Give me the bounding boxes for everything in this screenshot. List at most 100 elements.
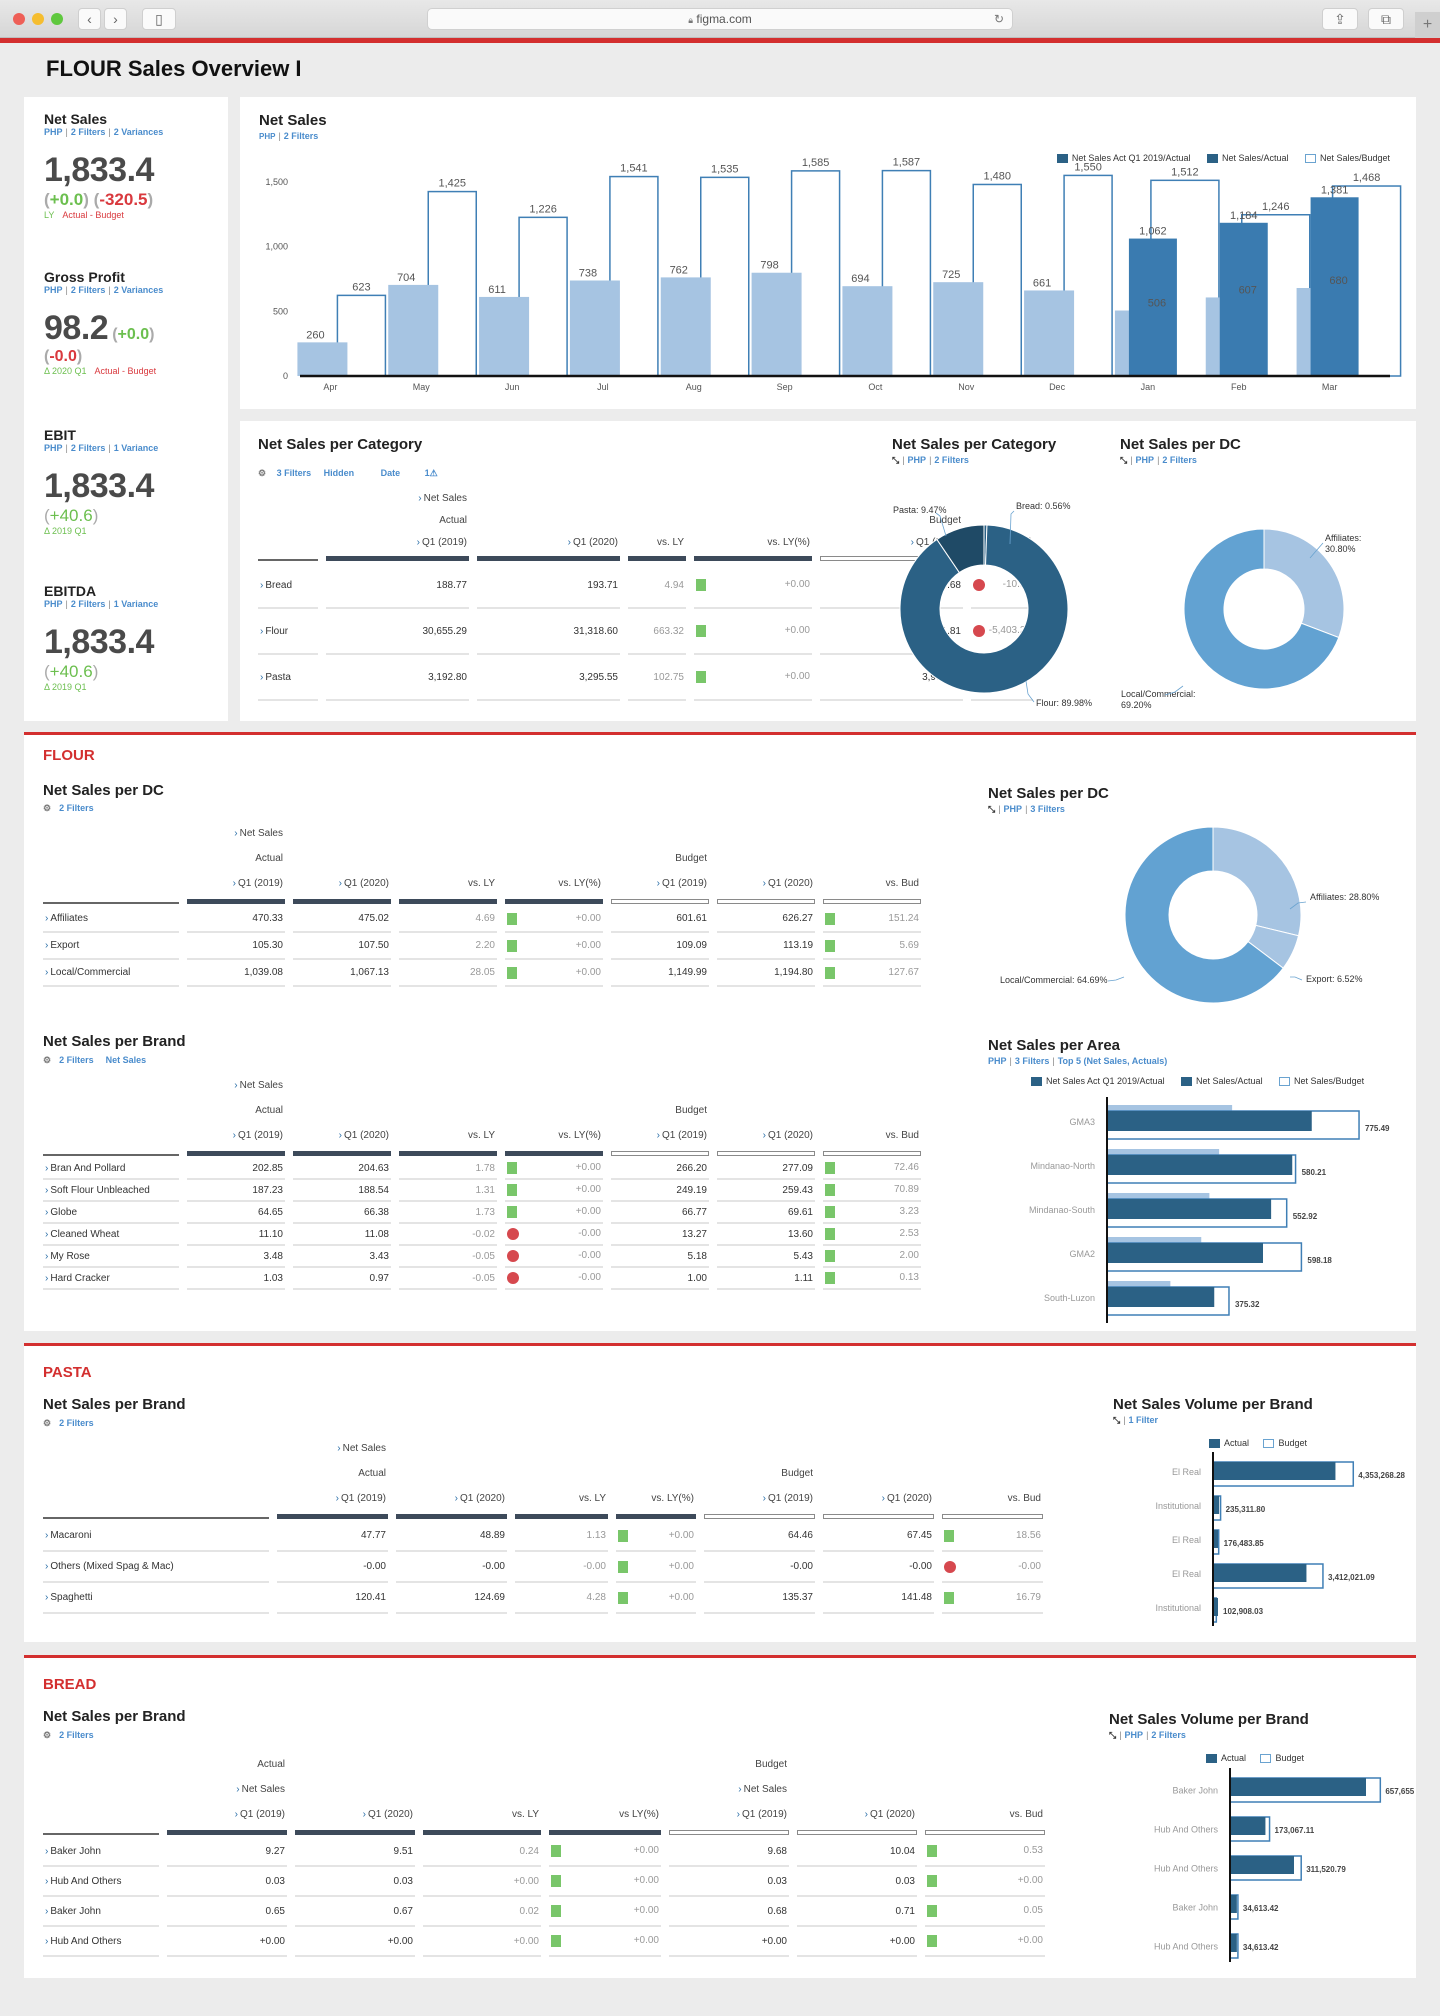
bar-actual[interactable] <box>1107 1111 1312 1131</box>
bar-actual[interactable] <box>1128 238 1177 376</box>
filters-link[interactable]: 2 Filters <box>59 1730 94 1740</box>
meta-link[interactable]: 2 Variances <box>113 285 164 295</box>
bar-actual[interactable] <box>1310 197 1359 376</box>
settings-icon[interactable]: ⚙ <box>43 1055 52 1065</box>
column-header[interactable]: ›Q1 (2020) <box>762 878 813 889</box>
column-header[interactable]: › Q1 (2019) <box>232 878 283 889</box>
meta-link[interactable]: 1 Variance <box>113 443 159 453</box>
table-row[interactable]: › Globe 64.65 66.38 1.73 +0.00 66.77 69.61 3.23 <box>43 1202 921 1224</box>
column-header[interactable]: ›Q1 (2020) <box>338 878 389 889</box>
bar-actual[interactable] <box>479 296 530 376</box>
minimize-window-button[interactable] <box>32 13 44 25</box>
bar-actual[interactable] <box>1107 1155 1293 1175</box>
measure-header[interactable]: › Net Sales <box>418 492 467 504</box>
filters-link[interactable]: 2 Filters <box>1151 1730 1186 1740</box>
maximize-window-button[interactable] <box>51 13 63 25</box>
filters-link[interactable]: 3 Filters <box>276 468 312 478</box>
forward-button[interactable]: › <box>104 8 127 30</box>
pie-slice-local-commercial[interactable] <box>1124 826 1284 1004</box>
address-bar[interactable]: 🔒︎ figma.com ↻ <box>427 8 1013 30</box>
settings-icon[interactable]: ⚙ <box>258 468 267 478</box>
filters-link[interactable]: 2 Filters <box>59 1055 94 1065</box>
pie-slice-pasta[interactable] <box>936 524 985 574</box>
topn-link[interactable]: Top 5 (Net Sales, Actuals) <box>1057 1056 1168 1066</box>
kpi-tile[interactable]: Gross Profit PHP | 2 Filters | 2 Variances 98.… <box>44 269 224 376</box>
measure-header[interactable]: › Net Sales <box>738 1784 787 1795</box>
bar-actual[interactable] <box>933 282 984 376</box>
filters-link[interactable]: 2 Filters <box>1162 455 1197 465</box>
bar-actual[interactable] <box>1219 222 1268 376</box>
back-button[interactable]: ‹ <box>78 8 101 30</box>
row-label[interactable]: › Local/Commercial <box>43 960 179 987</box>
kpi-tile[interactable]: Net Sales PHP | 2 Filters | 2 Variances 1,833.… <box>44 111 224 220</box>
date-link[interactable]: Date <box>380 468 401 478</box>
table-row[interactable]: › Cleaned Wheat 11.10 11.08 -0.02 -0.00 13.27 1… <box>43 1224 921 1246</box>
bar-actual[interactable] <box>1107 1287 1215 1307</box>
kpi-tile[interactable]: EBITDA PHP | 2 Filters | 1 Variance 1,833.4 (+4… <box>44 583 224 692</box>
bar-q1-2019[interactable] <box>1107 1281 1171 1287</box>
column-header[interactable]: › Q1 (2019) <box>335 1493 386 1504</box>
row-label[interactable]: › Others (Mixed Spag & Mac) <box>43 1552 269 1583</box>
bar-actual[interactable] <box>1213 1530 1218 1548</box>
meta-link[interactable]: PHP <box>44 443 63 453</box>
column-header[interactable]: ›Q1 (2020) <box>864 1809 915 1820</box>
table-row[interactable]: › Baker John 0.65 0.67 0.02 +0.00 0.68 0.71 0.05 <box>43 1897 1045 1927</box>
meta-link[interactable]: 1 Variance <box>113 599 159 609</box>
meta-link[interactable]: PHP <box>44 285 63 295</box>
bar-actual[interactable] <box>1213 1462 1336 1480</box>
measure-header[interactable]: › Net Sales <box>234 828 283 839</box>
column-header[interactable]: ›Q1 (2020) <box>881 1493 932 1504</box>
row-label[interactable]: › Hard Cracker <box>43 1268 179 1290</box>
pie-slice-affiliates[interactable] <box>1212 826 1302 937</box>
meta-link[interactable]: PHP <box>44 127 63 137</box>
row-label[interactable]: › Cleaned Wheat <box>43 1224 179 1246</box>
bar-actual[interactable] <box>297 342 348 376</box>
table-row[interactable]: › Macaroni 47.77 48.89 1.13 +0.00 64.46 67.45 18… <box>43 1521 1043 1552</box>
warning-link[interactable]: 1⚠ <box>424 468 438 478</box>
meta-link[interactable]: 2 Variances <box>113 127 164 137</box>
table-row[interactable]: › Hard Cracker 1.03 0.97 -0.05 -0.00 1.00 1.11 0… <box>43 1268 921 1290</box>
column-header[interactable]: › Q1 (2019) <box>762 1493 813 1504</box>
bar-actual[interactable] <box>1213 1496 1220 1514</box>
filters-link[interactable]: 2 Filters <box>59 1418 94 1428</box>
filters-link[interactable]: 3 Filters <box>1030 804 1065 814</box>
bar-actual[interactable] <box>1230 1778 1366 1796</box>
column-header[interactable]: › Q1 (2019) <box>656 878 707 889</box>
measure-header[interactable]: › Net Sales <box>236 1784 285 1795</box>
table-row[interactable]: › Hub And Others +0.00 +0.00 +0.00 +0.00 +0.00… <box>43 1927 1045 1957</box>
row-label[interactable]: › Baker John <box>43 1897 159 1927</box>
bar-q1-2019[interactable] <box>1107 1237 1202 1243</box>
table-row[interactable]: › Spaghetti 120.41 124.69 4.28 +0.00 135.37 141… <box>43 1583 1043 1614</box>
kpi-tile[interactable]: EBIT PHP | 2 Filters | 1 Variance 1,833.4 (+40.… <box>44 427 224 536</box>
row-label[interactable]: › Bran And Pollard <box>43 1158 179 1180</box>
bar-actual[interactable] <box>388 284 439 376</box>
table-row[interactable]: › Local/Commercial 1,039.08 1,067.13 28.05 +0… <box>43 960 921 987</box>
table-row[interactable]: › Others (Mixed Spag & Mac) -0.00 -0.00 -0.0… <box>43 1552 1043 1583</box>
drill-icon[interactable]: ⤡ <box>1120 455 1128 465</box>
column-header[interactable]: › Q1 (2019) <box>234 1809 285 1820</box>
table-row[interactable]: › Affiliates 470.33 475.02 4.69 +0.00 601.61 62… <box>43 906 921 933</box>
pie-slice-local-commercial[interactable] <box>1183 528 1340 690</box>
currency-link[interactable]: PHP <box>1135 455 1155 465</box>
row-label[interactable]: › Globe <box>43 1202 179 1224</box>
column-header[interactable]: ›Q1 (2020) <box>338 1130 389 1141</box>
settings-icon[interactable]: ⚙ <box>43 803 52 813</box>
bar-actual[interactable] <box>1213 1598 1218 1616</box>
bar-q1-2019[interactable] <box>1107 1105 1233 1111</box>
table-row[interactable]: › Export 105.30 107.50 2.20 +0.00 109.09 113.19… <box>43 933 921 960</box>
column-header[interactable]: › Q1 (2019) <box>232 1130 283 1141</box>
drill-icon[interactable]: ⤡ <box>1113 1415 1121 1425</box>
filters-link[interactable]: 1 Filter <box>1128 1415 1159 1425</box>
meta-link[interactable]: 2 Filters <box>70 127 106 137</box>
filters-link[interactable]: 3 Filters <box>1014 1056 1050 1066</box>
settings-icon[interactable]: ⚙ <box>43 1418 52 1428</box>
column-header[interactable]: › Q1 (2019) <box>416 536 467 548</box>
column-header[interactable]: ›Q1 (2020) <box>454 1493 505 1504</box>
meta-link[interactable]: 2 Filters <box>70 285 106 295</box>
table-row[interactable]: › Bran And Pollard 202.85 204.63 1.78 +0.00 26… <box>43 1158 921 1180</box>
close-window-button[interactable] <box>13 13 25 25</box>
row-label[interactable]: › Spaghetti <box>43 1583 269 1614</box>
filters-link[interactable]: 2 Filters <box>59 803 94 813</box>
bar-actual[interactable] <box>569 280 620 376</box>
currency-link[interactable]: PHP <box>907 455 927 465</box>
